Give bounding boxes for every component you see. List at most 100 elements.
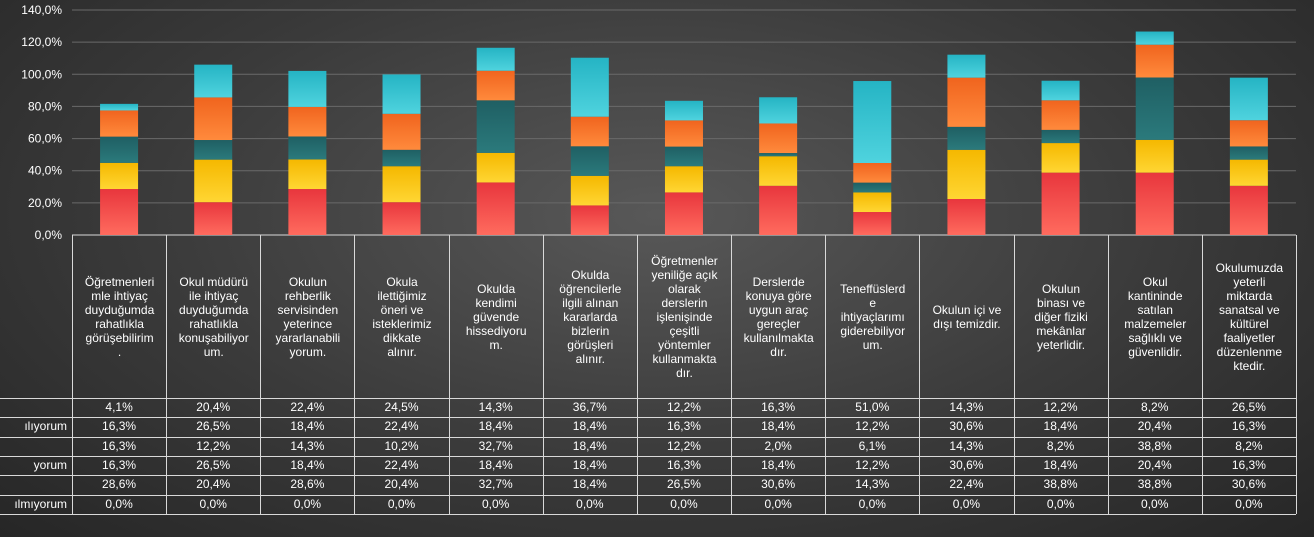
- bar-segment: [382, 74, 421, 114]
- table-cell: 0,0%: [764, 496, 792, 511]
- category-label: Okulun içi ve dışı temizdir.: [932, 302, 1002, 331]
- table-cell: 0,0%: [481, 496, 510, 511]
- bar-segment: [1041, 80, 1080, 101]
- table-cell: 22,4%: [290, 400, 325, 414]
- bar-segment: [382, 202, 421, 235]
- bar-segment: [853, 212, 892, 235]
- table-cell: 12,2%: [666, 438, 701, 453]
- y-tick-label: 20,0%: [28, 196, 62, 210]
- y-tick-label: 100,0%: [21, 67, 62, 81]
- table-cell: 22,4%: [384, 419, 419, 434]
- table-gridline: [0, 455, 1296, 457]
- bar-segment: [1229, 146, 1268, 160]
- table-cell: 22,4%: [384, 457, 419, 472]
- table-cell: 8,2%: [1046, 438, 1075, 453]
- table-cell: 18,4%: [290, 419, 325, 434]
- bar-segment: [100, 110, 139, 137]
- bar-segment: [100, 189, 139, 235]
- table-cell: 26,5%: [196, 419, 231, 434]
- bar-segment: [1135, 172, 1174, 235]
- table-gridline: [0, 398, 1296, 399]
- table-cell: 16,3%: [1231, 419, 1266, 434]
- bar-segment: [288, 189, 327, 235]
- table-cell: 14,3%: [855, 477, 890, 492]
- table-cell: 0,0%: [387, 496, 416, 511]
- category-label: Okulun binası ve diğer fiziki mekânlar yeter…: [1034, 281, 1088, 352]
- table-cell: 18,4%: [572, 457, 607, 472]
- table-cell: 38,8%: [1137, 438, 1172, 453]
- bar-segment: [1041, 129, 1080, 144]
- table-gridline: [0, 494, 1296, 496]
- bar-segment: [1041, 172, 1080, 235]
- table-cell: 20,4%: [196, 477, 231, 492]
- table-gridline: [1295, 235, 1297, 514]
- table-gridline: [636, 235, 638, 514]
- table-cell: 12,2%: [855, 457, 890, 472]
- table-cell: 32,7%: [478, 438, 513, 453]
- bar-segment: [1041, 100, 1080, 130]
- bar-segment: [1229, 77, 1268, 121]
- table-cell: 0,0%: [952, 496, 981, 511]
- bar-segment: [759, 123, 798, 154]
- table-cell: 18,4%: [478, 457, 513, 472]
- category-label: Okulda kendimi güvende hissediyoru m.: [465, 281, 527, 352]
- table-cell: 14,3%: [949, 400, 984, 414]
- bar-segment: [570, 116, 609, 147]
- bar-segment: [664, 146, 703, 167]
- y-tick-label: 80,0%: [28, 99, 62, 113]
- bar-segment: [570, 175, 609, 206]
- table-cell: 14,3%: [949, 438, 984, 453]
- bar-segment: [570, 146, 609, 176]
- table-cell: 18,4%: [572, 438, 607, 453]
- bar-segment: [476, 100, 515, 153]
- bar-segment: [382, 166, 421, 203]
- bar-segment: [947, 199, 986, 235]
- bar-segment: [1135, 31, 1174, 45]
- bar-segment: [1135, 139, 1174, 173]
- bar-segment: [382, 149, 421, 167]
- table-gridline: [448, 235, 450, 514]
- table-gridline: [825, 235, 827, 514]
- table-row-label: yorum: [33, 457, 67, 472]
- table-cell: 16,3%: [102, 457, 137, 472]
- table-cell: 30,6%: [949, 419, 984, 434]
- category-label: Okul kantininde satılan malzemeler sağlıklı …: [1124, 274, 1187, 359]
- table-cell: 38,8%: [1043, 477, 1078, 492]
- table-cell: 18,4%: [761, 419, 796, 434]
- table-gridline: [919, 235, 921, 514]
- table-cell: 16,3%: [666, 419, 701, 434]
- table-gridline: [1201, 235, 1203, 514]
- table-cell: 16,3%: [761, 400, 796, 414]
- bar-segment: [947, 54, 986, 78]
- bar-segment: [853, 182, 892, 193]
- bar-segment: [759, 97, 798, 124]
- table-cell: 22,4%: [949, 477, 984, 492]
- table-cell: 38,8%: [1137, 477, 1172, 492]
- table-cell: 12,2%: [196, 438, 231, 453]
- table-cell: 12,2%: [855, 419, 890, 434]
- table-cell: 0,0%: [199, 496, 227, 511]
- table-cell: 0,0%: [105, 496, 133, 511]
- bar-segment: [1041, 143, 1080, 173]
- y-tick-label: 60,0%: [28, 132, 62, 146]
- table-gridline: [0, 436, 1296, 438]
- table-cell: 30,6%: [1231, 477, 1266, 492]
- table-cell: 32,7%: [478, 477, 513, 492]
- table-cell: 14,3%: [478, 400, 513, 414]
- bar-segment: [194, 140, 233, 160]
- table-gridline: [731, 235, 733, 514]
- table-row-label: ılıyorum: [24, 419, 67, 434]
- table-cell: 12,2%: [666, 400, 701, 414]
- table-cell: 18,4%: [572, 419, 607, 434]
- bar-segment: [288, 70, 327, 107]
- table-gridline: [0, 513, 1296, 515]
- table-cell: 20,4%: [384, 477, 419, 492]
- table-cell: 16,3%: [666, 457, 701, 472]
- bar-segment: [853, 192, 892, 213]
- y-tick-label: 40,0%: [28, 164, 62, 178]
- table-cell: 26,5%: [1231, 400, 1266, 414]
- bar-segment: [1135, 44, 1174, 78]
- y-tick-label: 140,0%: [21, 3, 62, 17]
- bar-segment: [476, 47, 515, 71]
